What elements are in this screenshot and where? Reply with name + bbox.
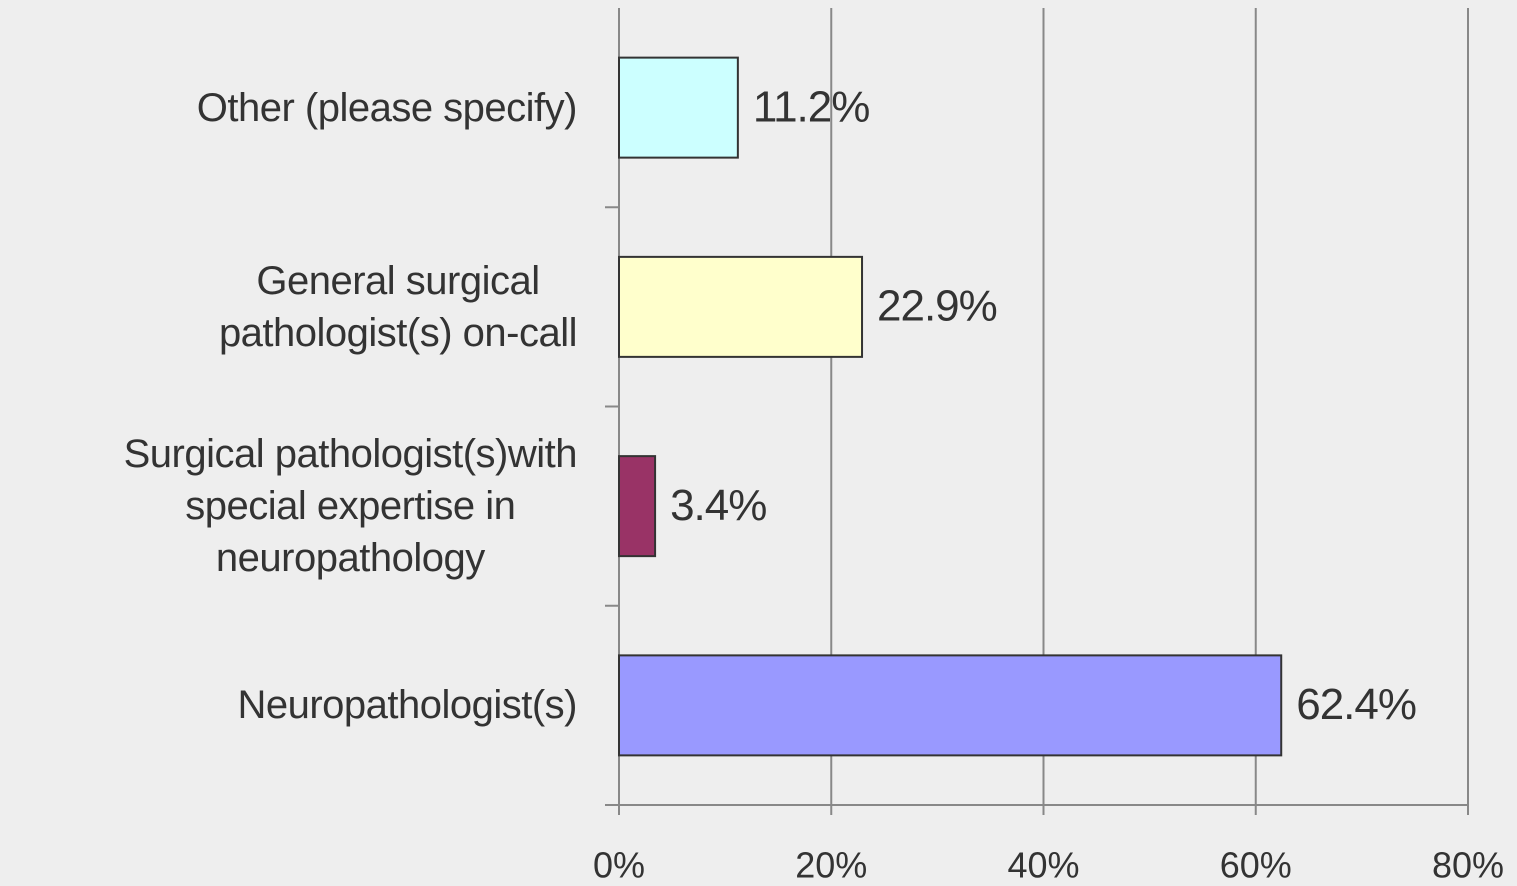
bar: [618, 654, 1283, 757]
value-label: 3.4%: [670, 481, 766, 530]
x-tick-label: 60%: [1220, 845, 1292, 886]
category-label-box: General surgical pathologist(s) on-call: [218, 207, 578, 407]
category-label-box: Surgical pathologist(s)with special expe…: [123, 406, 578, 606]
x-tick-label: 20%: [795, 845, 867, 886]
category-label-box: Other (please specify): [196, 8, 578, 208]
bar: [618, 455, 657, 558]
category-label: General surgical pathologist(s) on-call: [218, 258, 578, 355]
category-label: Neuropathologist(s): [237, 683, 577, 728]
x-tick-label: 80%: [1432, 845, 1504, 886]
bar: [618, 56, 739, 159]
category-label: Other (please specify): [196, 85, 578, 130]
x-tick-label: 40%: [1007, 845, 1079, 886]
bar: [618, 255, 864, 358]
value-label: 22.9%: [877, 282, 997, 331]
value-label: 62.4%: [1296, 680, 1416, 729]
category-label: Surgical pathologist(s)with special expe…: [123, 432, 578, 581]
category-label-box: Neuropathologist(s): [237, 605, 577, 805]
x-tick-label: 0%: [593, 845, 645, 886]
value-label: 11.2%: [753, 82, 870, 131]
